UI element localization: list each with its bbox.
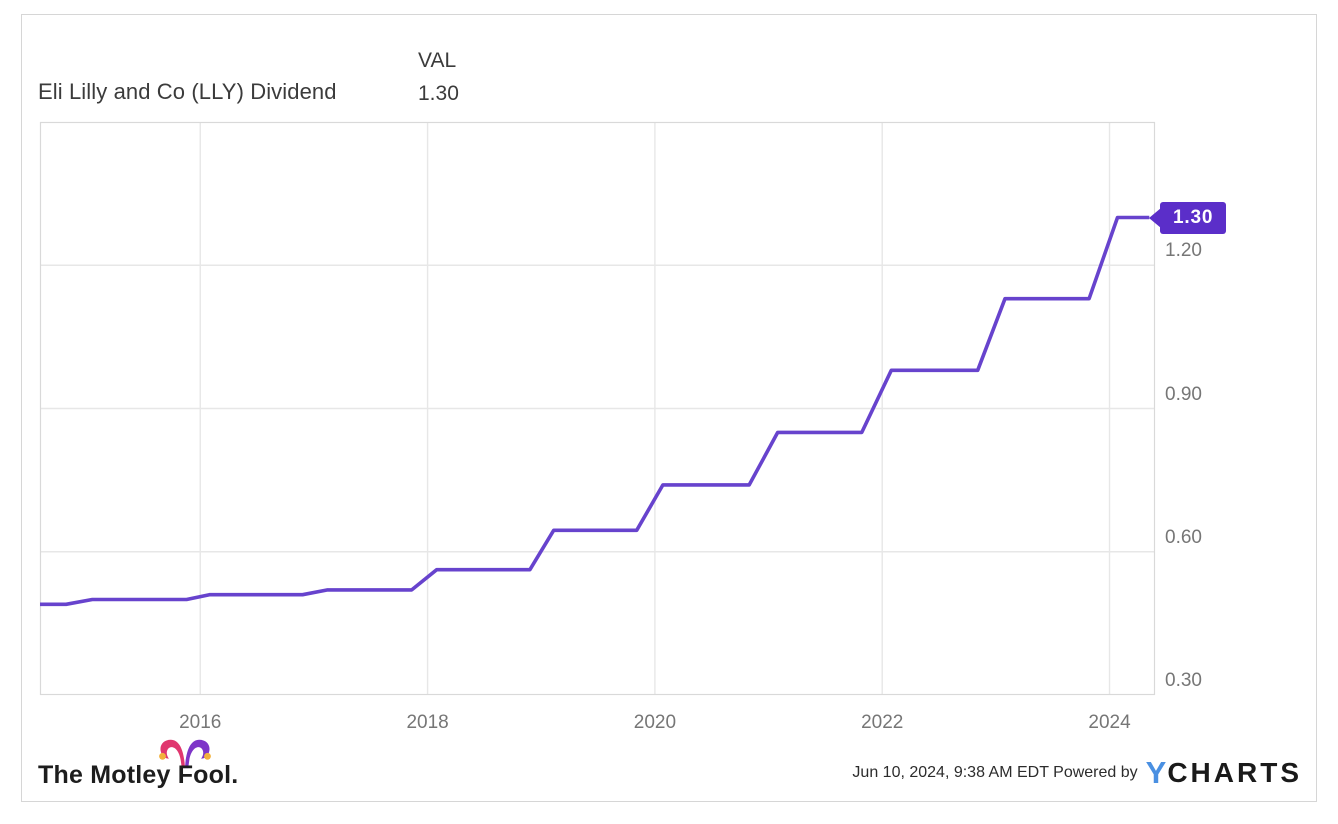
x-tick-label: 2024 (1088, 712, 1131, 733)
legend-column-label: VAL (418, 49, 457, 72)
ycharts-logo: Y CHARTS (1146, 755, 1302, 791)
chart-header: Eli Lilly and Co (LLY) Dividend VAL 1.30 (22, 15, 1316, 122)
jester-cap-icon (159, 739, 211, 769)
chart-title: Eli Lilly and Co (LLY) Dividend (38, 79, 337, 104)
legend-value: 1.30 (418, 82, 459, 105)
x-tick-label: 2016 (179, 712, 222, 733)
badge-arrow-icon (1149, 207, 1161, 228)
last-value-badge: 1.30 (1149, 201, 1227, 234)
legend: VAL 1.30 (418, 44, 459, 110)
y-tick-label: 1.20 (1165, 240, 1202, 262)
x-tick-label: 2022 (861, 712, 904, 733)
plot-area (39, 121, 1156, 696)
y-tick-label: 0.60 (1165, 526, 1202, 548)
badge-label: 1.30 (1160, 201, 1227, 234)
x-tick-label: 2018 (406, 712, 449, 733)
chart-card: Eli Lilly and Co (LLY) Dividend VAL 1.30… (21, 14, 1317, 802)
motley-fool-wordmark: The Motley Fool. (38, 761, 239, 789)
y-tick-label: 0.90 (1165, 383, 1202, 405)
ycharts-logo-text: CHARTS (1167, 757, 1302, 788)
series-line (40, 215, 1150, 607)
dividend-line-chart (39, 121, 1156, 696)
timestamp-powered-by: Jun 10, 2024, 9:38 AM EDT Powered by (852, 764, 1138, 781)
y-tick-label: 0.30 (1165, 670, 1202, 691)
plot-border (39, 121, 1156, 696)
ycharts-logo-y: Y (1145, 755, 1168, 790)
x-tick-label: 2020 (633, 712, 677, 733)
attribution-bar: Jun 10, 2024, 9:38 AM EDT Powered by Y C… (852, 755, 1302, 791)
